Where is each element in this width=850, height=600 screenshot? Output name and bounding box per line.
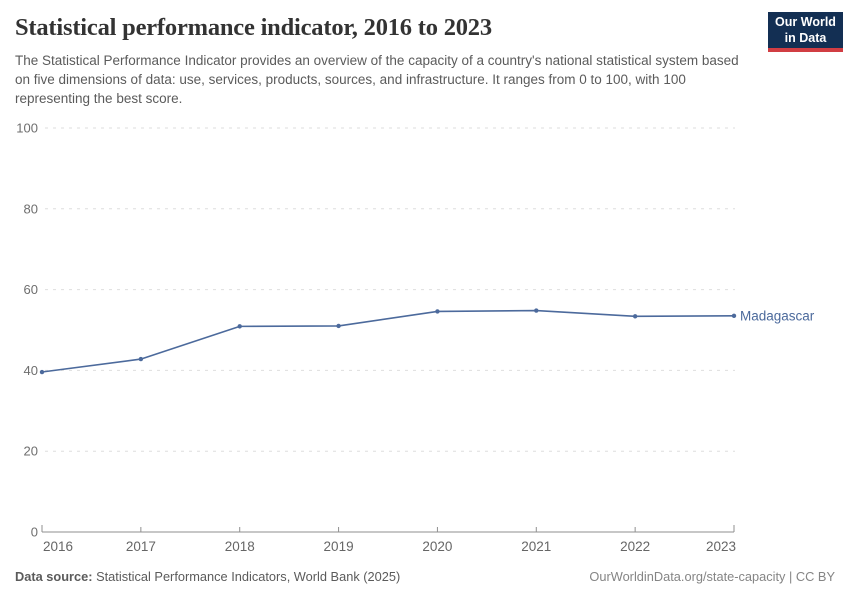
y-axis-tick-label: 100: [16, 121, 38, 136]
series-label: Madagascar: [740, 308, 815, 323]
data-point: [534, 308, 539, 313]
data-point: [336, 323, 341, 329]
y-axis-tick-label: 60: [24, 282, 38, 297]
x-axis-year-label: 2021: [521, 539, 551, 554]
owid-logo-line2: in Data: [784, 31, 827, 45]
y-axis-tick-label: 0: [31, 525, 38, 540]
chart-subtitle: The Statistical Performance Indicator pr…: [15, 53, 739, 106]
data-source: Data source: Statistical Performance Ind…: [15, 569, 400, 584]
x-axis-year-label: 2016: [43, 539, 73, 554]
x-axis-year-label: 2018: [225, 539, 255, 554]
y-axis-tick-label: 80: [24, 201, 38, 216]
x-axis-year-label: 2023: [706, 539, 736, 554]
data-point: [731, 313, 737, 319]
data-point: [39, 369, 45, 375]
x-axis-year-label: 2017: [126, 539, 156, 554]
owid-logo-line1: Our World: [775, 15, 836, 29]
madagascar-line: [41, 309, 735, 373]
data-source-label: Data source:: [15, 569, 93, 584]
x-axis-year-label: 2020: [422, 539, 452, 554]
chart-title: Statistical performance indicator, 2016 …: [15, 14, 492, 41]
y-axis-tick-label: 40: [24, 363, 38, 378]
y-axis-tick-label: 20: [24, 444, 38, 459]
data-point: [632, 314, 638, 319]
x-axis-year-label: 2019: [324, 539, 354, 554]
data-point: [435, 309, 440, 314]
x-axis-year-label: 2022: [620, 539, 650, 554]
data-point: [138, 356, 144, 362]
owid-logo[interactable]: Our World in Data: [768, 12, 843, 52]
chart-footer: Data source: Statistical Performance Ind…: [15, 569, 835, 584]
data-source-text: Statistical Performance Indicators, Worl…: [92, 569, 401, 584]
footer-link[interactable]: OurWorldinData.org/state-capacity | CC B…: [589, 569, 835, 584]
data-point: [237, 324, 242, 329]
